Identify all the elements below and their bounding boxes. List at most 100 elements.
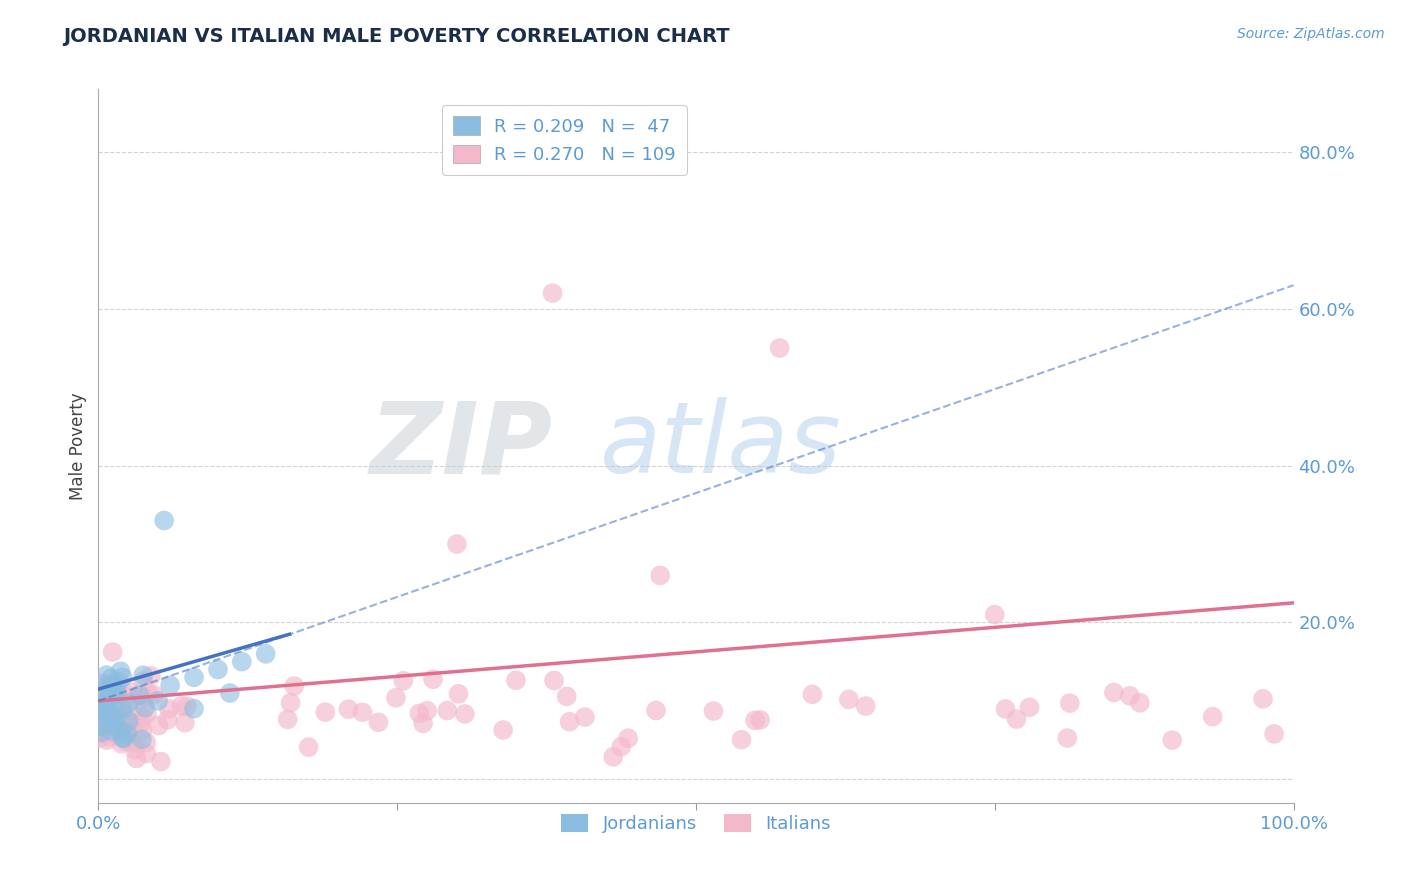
Point [111,670,134,684]
Point [447,687,470,701]
Point [314,705,336,719]
Point [984,607,1007,622]
Point [120,715,142,730]
Point [104,703,127,717]
Point [101,717,124,731]
Point [118,695,141,709]
Point [352,706,374,720]
Point [148,694,170,708]
Point [112,731,135,746]
Point [96,693,118,707]
Point [749,713,772,727]
Point [436,704,458,718]
Point [100,679,122,693]
Point [129,694,152,708]
Point [648,568,672,582]
Point [1129,696,1152,710]
Point [149,755,172,769]
Point [416,704,439,718]
Point [136,686,159,700]
Text: JORDANIAN VS ITALIAN MALE POVERTY CORRELATION CHART: JORDANIAN VS ITALIAN MALE POVERTY CORREL… [63,27,730,45]
Point [131,711,153,725]
Point [207,663,229,677]
Point [89,685,111,699]
Point [118,725,141,739]
Point [1018,700,1040,714]
Point [176,699,198,714]
Point [1251,691,1274,706]
Point [157,702,180,716]
Point [111,702,134,716]
Point [97,698,120,713]
Point [994,702,1017,716]
Point [101,677,124,691]
Point [117,696,139,710]
Point [392,673,415,688]
Point [118,709,141,723]
Point [115,726,138,740]
Point [129,716,152,731]
Point [110,665,132,679]
Point [117,689,139,703]
Point [543,673,565,688]
Point [768,341,790,355]
Point [111,731,134,745]
Point [107,674,129,689]
Point [103,717,125,731]
Point [148,718,170,732]
Point [101,710,124,724]
Point [110,724,132,739]
Point [98,730,121,744]
Point [103,688,125,702]
Point [602,749,624,764]
Point [1102,685,1125,699]
Point [100,708,122,723]
Point [100,710,122,724]
Text: atlas: atlas [600,398,842,494]
Point [135,747,157,761]
Point [1056,731,1078,745]
Point [104,715,127,730]
Point [1059,696,1081,710]
Point [412,716,434,731]
Point [100,671,122,685]
Point [1263,727,1285,741]
Point [408,706,430,721]
Point [283,679,305,693]
Point [91,720,114,734]
Point [128,688,150,702]
Point [96,701,118,715]
Point [136,706,159,721]
Point [125,751,148,765]
Point [492,723,515,737]
Point [231,655,253,669]
Point [93,709,115,723]
Point [122,735,145,749]
Point [838,692,860,706]
Point [1161,733,1184,747]
Point [219,686,242,700]
Point [801,687,824,701]
Text: Source: ZipAtlas.com: Source: ZipAtlas.com [1237,27,1385,41]
Point [174,715,197,730]
Point [541,286,564,301]
Point [111,709,134,723]
Point [103,681,125,696]
Point [105,716,128,731]
Point [702,704,724,718]
Point [1201,709,1223,723]
Point [90,701,112,715]
Point [280,696,302,710]
Point [505,673,527,688]
Point [118,714,141,728]
Point [101,645,124,659]
Point [422,672,444,686]
Point [446,537,468,551]
Point [132,674,155,689]
Point [90,718,112,732]
Point [645,704,668,718]
Point [131,732,153,747]
Point [143,688,166,702]
Point [90,716,112,731]
Point [730,732,752,747]
